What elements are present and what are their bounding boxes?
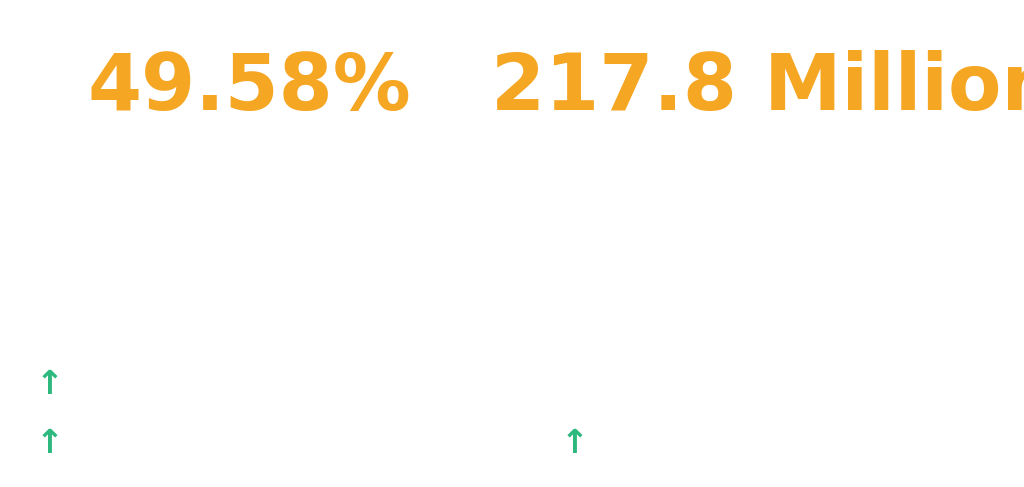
Text: acres of crops in U.S. are: acres of crops in U.S. are <box>578 171 971 199</box>
Text: ↑: ↑ <box>36 368 63 401</box>
Text: since last week: since last week <box>714 371 954 399</box>
Text: 217.8 Million: 217.8 Million <box>492 50 1024 126</box>
Text: the lower 48 states are in: the lower 48 states are in <box>48 220 452 248</box>
Text: ↑: ↑ <box>560 427 588 460</box>
Text: 0.0%: 0.0% <box>625 371 701 399</box>
Text: 7.0%: 7.0% <box>100 429 177 457</box>
Text: 49.58%: 49.58% <box>88 50 412 126</box>
Text: experiencing drought: experiencing drought <box>605 220 943 248</box>
Text: of the U.S. and 59.17% of: of the U.S. and 59.17% of <box>50 171 450 199</box>
Text: conditions this week.: conditions this week. <box>607 268 941 297</box>
Text: drought this week.: drought this week. <box>101 268 398 297</box>
Text: —: — <box>558 368 591 401</box>
Text: ↑: ↑ <box>36 427 63 460</box>
Text: since last month: since last month <box>714 429 974 457</box>
Text: since last month: since last month <box>189 429 450 457</box>
Text: since last week: since last week <box>189 371 430 399</box>
Text: 8.5%: 8.5% <box>625 429 701 457</box>
Text: 2.9%: 2.9% <box>100 371 177 399</box>
